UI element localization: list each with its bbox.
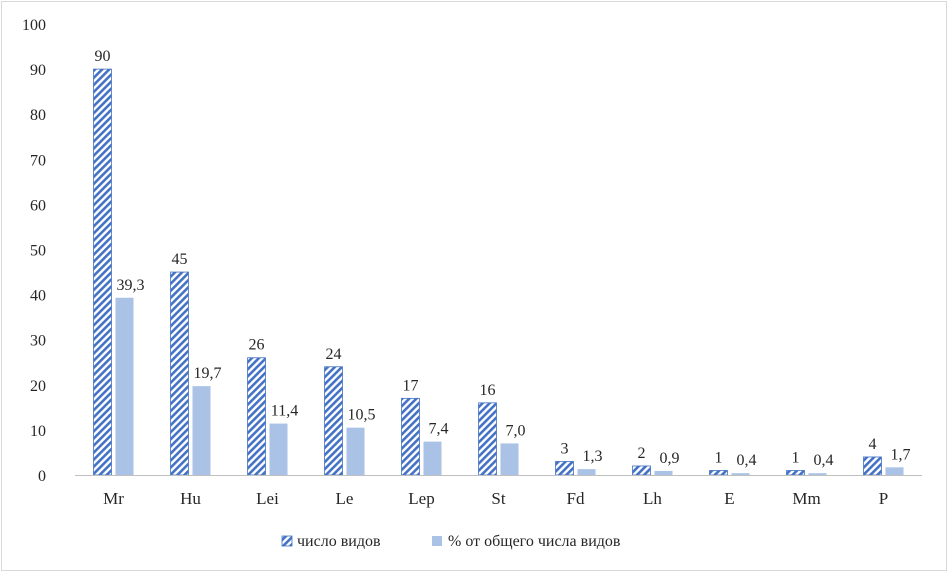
x-axis-category-labels: Mr Hu Lei Le Lep St Fd Lh E Mm P bbox=[103, 489, 888, 508]
bar-species-percent bbox=[654, 470, 673, 475]
bar-species-percent bbox=[346, 427, 365, 475]
data-label-species-percent: 39,3 bbox=[117, 277, 145, 294]
bar-species-count bbox=[93, 68, 112, 476]
bar-species-count bbox=[709, 470, 728, 476]
bar-species-percent bbox=[115, 297, 134, 475]
bar-species-count bbox=[555, 461, 574, 476]
data-label-species-count: 24 bbox=[326, 346, 342, 363]
data-label-species-percent: 0,4 bbox=[814, 452, 834, 469]
bar-species-count bbox=[247, 357, 266, 476]
data-label-species-percent: 7,0 bbox=[506, 422, 526, 439]
bar-species-count bbox=[786, 470, 805, 476]
bar-species-percent bbox=[731, 473, 750, 475]
data-label-species-count: 45 bbox=[172, 251, 188, 268]
bar-species-percent bbox=[192, 386, 211, 475]
x-category-label: Mm bbox=[792, 489, 820, 508]
x-category-label: Lep bbox=[408, 489, 434, 508]
legend-swatch-species-percent bbox=[432, 536, 442, 546]
bar-species-count bbox=[401, 397, 420, 476]
y-tick-label: 80 bbox=[30, 107, 46, 124]
data-label-species-count: 1 bbox=[715, 449, 723, 466]
bar-species-percent bbox=[423, 441, 442, 475]
data-label-species-percent: 10,5 bbox=[348, 407, 376, 424]
bar-species-percent bbox=[500, 443, 519, 475]
data-label-species-count: 1 bbox=[792, 449, 800, 466]
bar-species-count bbox=[170, 271, 189, 476]
y-tick-label: 30 bbox=[30, 333, 46, 350]
y-tick-label: 0 bbox=[38, 468, 46, 485]
data-label-species-percent: 1,3 bbox=[583, 448, 603, 465]
data-label-species-count: 26 bbox=[249, 337, 265, 354]
bar-species-percent bbox=[808, 473, 827, 475]
bar-species-percent bbox=[269, 423, 288, 475]
data-label-species-percent: 19,7 bbox=[194, 365, 222, 382]
data-label-species-percent: 0,4 bbox=[737, 452, 757, 469]
y-axis-ticks: 0 10 20 30 40 50 60 70 80 90 100 bbox=[22, 17, 46, 485]
bar-species-count bbox=[324, 366, 343, 476]
data-label-species-count: 2 bbox=[638, 445, 646, 462]
y-tick-label: 40 bbox=[30, 288, 46, 305]
legend-swatch-species-count bbox=[281, 535, 293, 547]
bar-species-percent bbox=[885, 467, 904, 475]
data-label-species-count: 17 bbox=[403, 377, 419, 394]
legend: число видов % от общего числа видов bbox=[281, 533, 621, 550]
x-category-label: P bbox=[879, 489, 888, 508]
x-category-label: Fd bbox=[567, 489, 585, 508]
y-tick-label: 60 bbox=[30, 197, 46, 214]
x-category-label: Hu bbox=[180, 489, 201, 508]
x-category-label: Mr bbox=[103, 489, 124, 508]
data-label-species-percent: 7,4 bbox=[429, 421, 449, 438]
x-category-label: E bbox=[724, 489, 734, 508]
x-category-label: St bbox=[491, 489, 505, 508]
legend-label-species-percent: % от общего числа видов bbox=[448, 533, 621, 550]
y-tick-label: 10 bbox=[30, 423, 46, 440]
x-category-label: Lh bbox=[643, 489, 662, 508]
bar-species-count bbox=[863, 456, 882, 476]
bar-species-count bbox=[632, 465, 651, 476]
bar-species-percent bbox=[577, 469, 596, 475]
data-label-species-percent: 1,7 bbox=[891, 446, 911, 463]
data-label-species-count: 90 bbox=[95, 48, 111, 65]
x-category-label: Lei bbox=[256, 489, 279, 508]
data-label-species-percent: 11,4 bbox=[271, 403, 298, 420]
y-tick-label: 100 bbox=[22, 17, 46, 34]
y-tick-label: 50 bbox=[30, 243, 46, 260]
bar-species-count bbox=[478, 402, 497, 476]
bars bbox=[93, 68, 904, 476]
data-label-species-count: 16 bbox=[480, 382, 496, 399]
y-tick-label: 20 bbox=[30, 378, 46, 395]
y-tick-label: 90 bbox=[30, 62, 46, 79]
data-label-species-count: 3 bbox=[561, 440, 569, 457]
data-label-species-percent: 0,9 bbox=[660, 450, 680, 467]
y-tick-label: 70 bbox=[30, 152, 46, 169]
legend-label-species-count: число видов bbox=[297, 533, 381, 550]
data-label-species-count: 4 bbox=[869, 436, 877, 453]
x-category-label: Le bbox=[336, 489, 354, 508]
